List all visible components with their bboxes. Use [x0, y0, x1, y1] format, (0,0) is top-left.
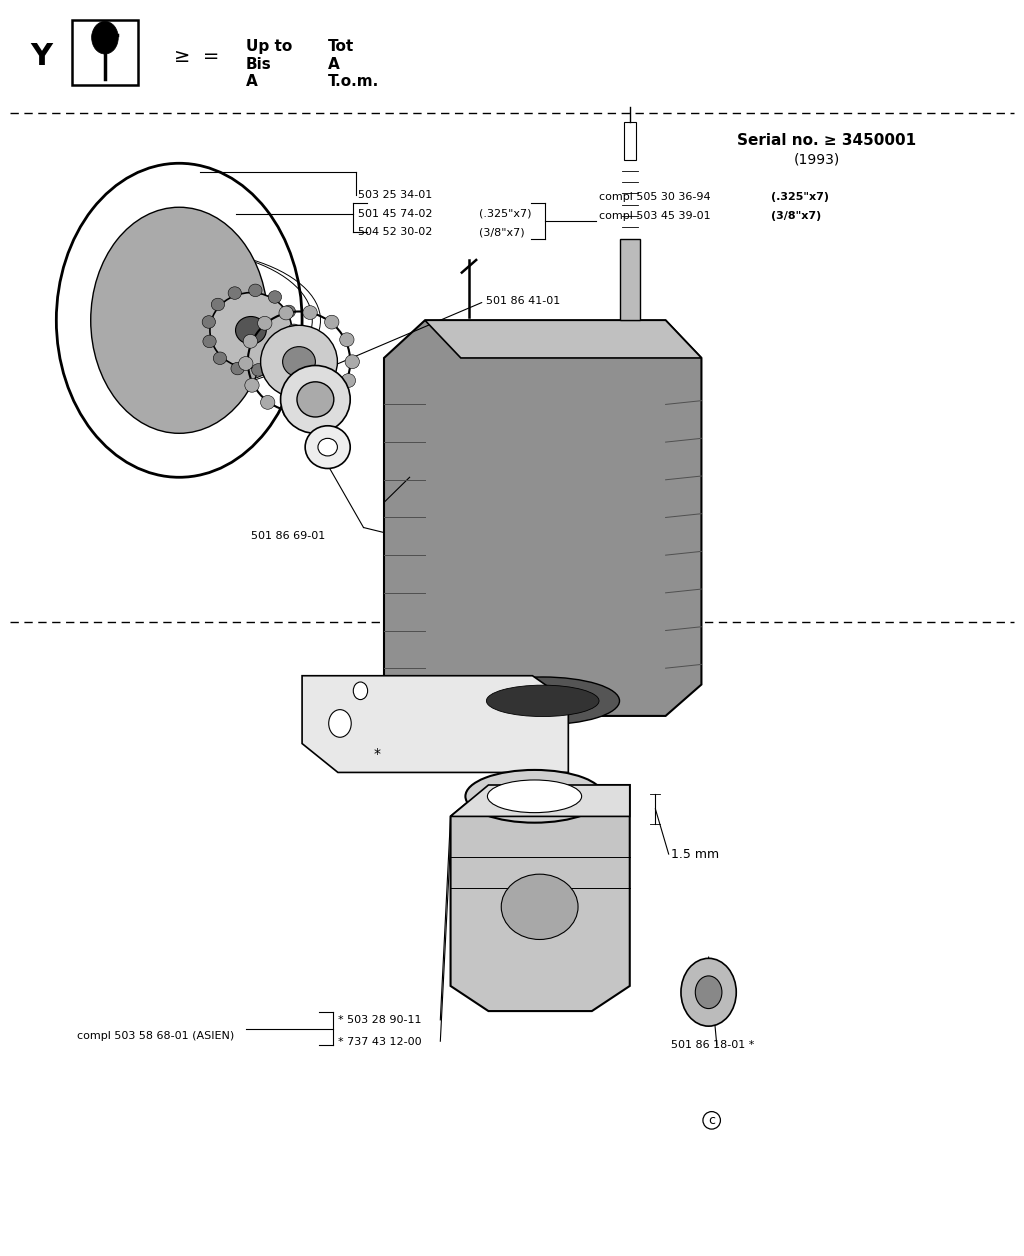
Bar: [620, 239, 640, 320]
Ellipse shape: [231, 362, 245, 374]
Text: (1993): (1993): [794, 152, 840, 167]
Ellipse shape: [287, 324, 301, 337]
Text: 501 86 41-01: 501 86 41-01: [486, 296, 561, 306]
Polygon shape: [451, 785, 630, 816]
Ellipse shape: [341, 373, 355, 387]
Ellipse shape: [260, 396, 274, 409]
Ellipse shape: [325, 315, 339, 329]
Polygon shape: [425, 320, 701, 358]
Ellipse shape: [345, 354, 359, 369]
Ellipse shape: [281, 365, 350, 433]
Ellipse shape: [236, 317, 266, 344]
Text: 504 52 30-02: 504 52 30-02: [358, 227, 433, 237]
Ellipse shape: [283, 305, 296, 318]
Text: A: A: [246, 74, 257, 89]
Circle shape: [92, 21, 119, 54]
Text: ≥  =: ≥ =: [174, 46, 219, 67]
Circle shape: [695, 976, 722, 1009]
Ellipse shape: [211, 298, 224, 310]
Ellipse shape: [202, 315, 215, 328]
Ellipse shape: [465, 770, 604, 823]
Text: * 737 43 12-00: * 737 43 12-00: [338, 1037, 422, 1048]
Text: Y: Y: [31, 41, 52, 72]
Ellipse shape: [502, 874, 578, 939]
Text: Bis: Bis: [246, 57, 271, 72]
Ellipse shape: [328, 392, 342, 406]
Ellipse shape: [243, 334, 257, 348]
Ellipse shape: [239, 357, 253, 371]
Ellipse shape: [213, 352, 226, 364]
Ellipse shape: [56, 163, 302, 477]
Ellipse shape: [283, 404, 297, 418]
Ellipse shape: [283, 347, 315, 377]
Ellipse shape: [317, 438, 338, 456]
Ellipse shape: [303, 305, 317, 319]
Text: (.325"x7): (.325"x7): [479, 208, 531, 219]
Text: Tot: Tot: [328, 39, 354, 54]
Ellipse shape: [340, 333, 354, 347]
Text: * 503 28 90-11: * 503 28 90-11: [338, 1015, 422, 1025]
Bar: [624, 122, 636, 160]
Text: T.o.m.: T.o.m.: [328, 74, 379, 89]
Polygon shape: [384, 320, 701, 716]
Ellipse shape: [305, 426, 350, 468]
Ellipse shape: [487, 780, 582, 813]
Polygon shape: [451, 785, 630, 1011]
Text: (3/8"x7): (3/8"x7): [479, 227, 525, 237]
Text: A: A: [328, 57, 339, 72]
Text: Serial no. ≥ 3450001: Serial no. ≥ 3450001: [737, 133, 916, 148]
Ellipse shape: [252, 364, 265, 377]
Text: 501 86 18-01 *: 501 86 18-01 *: [671, 1040, 754, 1050]
Ellipse shape: [91, 207, 267, 433]
Text: (3/8"x7): (3/8"x7): [771, 211, 821, 221]
Ellipse shape: [228, 286, 242, 299]
Text: compl 505 30 36-94: compl 505 30 36-94: [599, 192, 714, 202]
Text: 503 25 34-01: 503 25 34-01: [358, 190, 433, 200]
Ellipse shape: [210, 293, 292, 368]
Ellipse shape: [268, 290, 282, 303]
Ellipse shape: [249, 284, 262, 296]
Ellipse shape: [297, 382, 334, 417]
Ellipse shape: [486, 685, 599, 716]
Ellipse shape: [260, 325, 337, 398]
Bar: [72, 20, 138, 85]
Ellipse shape: [203, 335, 216, 348]
Text: compl 503 58 68-01 (ASIEN): compl 503 58 68-01 (ASIEN): [77, 1031, 234, 1041]
Circle shape: [329, 710, 351, 737]
Ellipse shape: [306, 403, 321, 417]
Text: 501 86 69-01: 501 86 69-01: [251, 531, 326, 541]
Text: 1.5 mm: 1.5 mm: [671, 848, 719, 860]
Ellipse shape: [466, 677, 620, 725]
Ellipse shape: [270, 355, 284, 368]
Text: 501 45 74-02: 501 45 74-02: [358, 208, 433, 219]
Text: c: c: [709, 1114, 715, 1127]
Polygon shape: [302, 676, 568, 772]
Text: Up to: Up to: [246, 39, 292, 54]
Text: compl 503 45 39-01: compl 503 45 39-01: [599, 211, 714, 221]
Text: *: *: [374, 746, 381, 761]
Text: (.325"x7): (.325"x7): [771, 192, 829, 202]
Ellipse shape: [258, 317, 272, 330]
Ellipse shape: [245, 378, 259, 392]
Ellipse shape: [279, 306, 293, 320]
Ellipse shape: [284, 340, 297, 353]
Circle shape: [681, 958, 736, 1026]
Circle shape: [353, 682, 368, 700]
